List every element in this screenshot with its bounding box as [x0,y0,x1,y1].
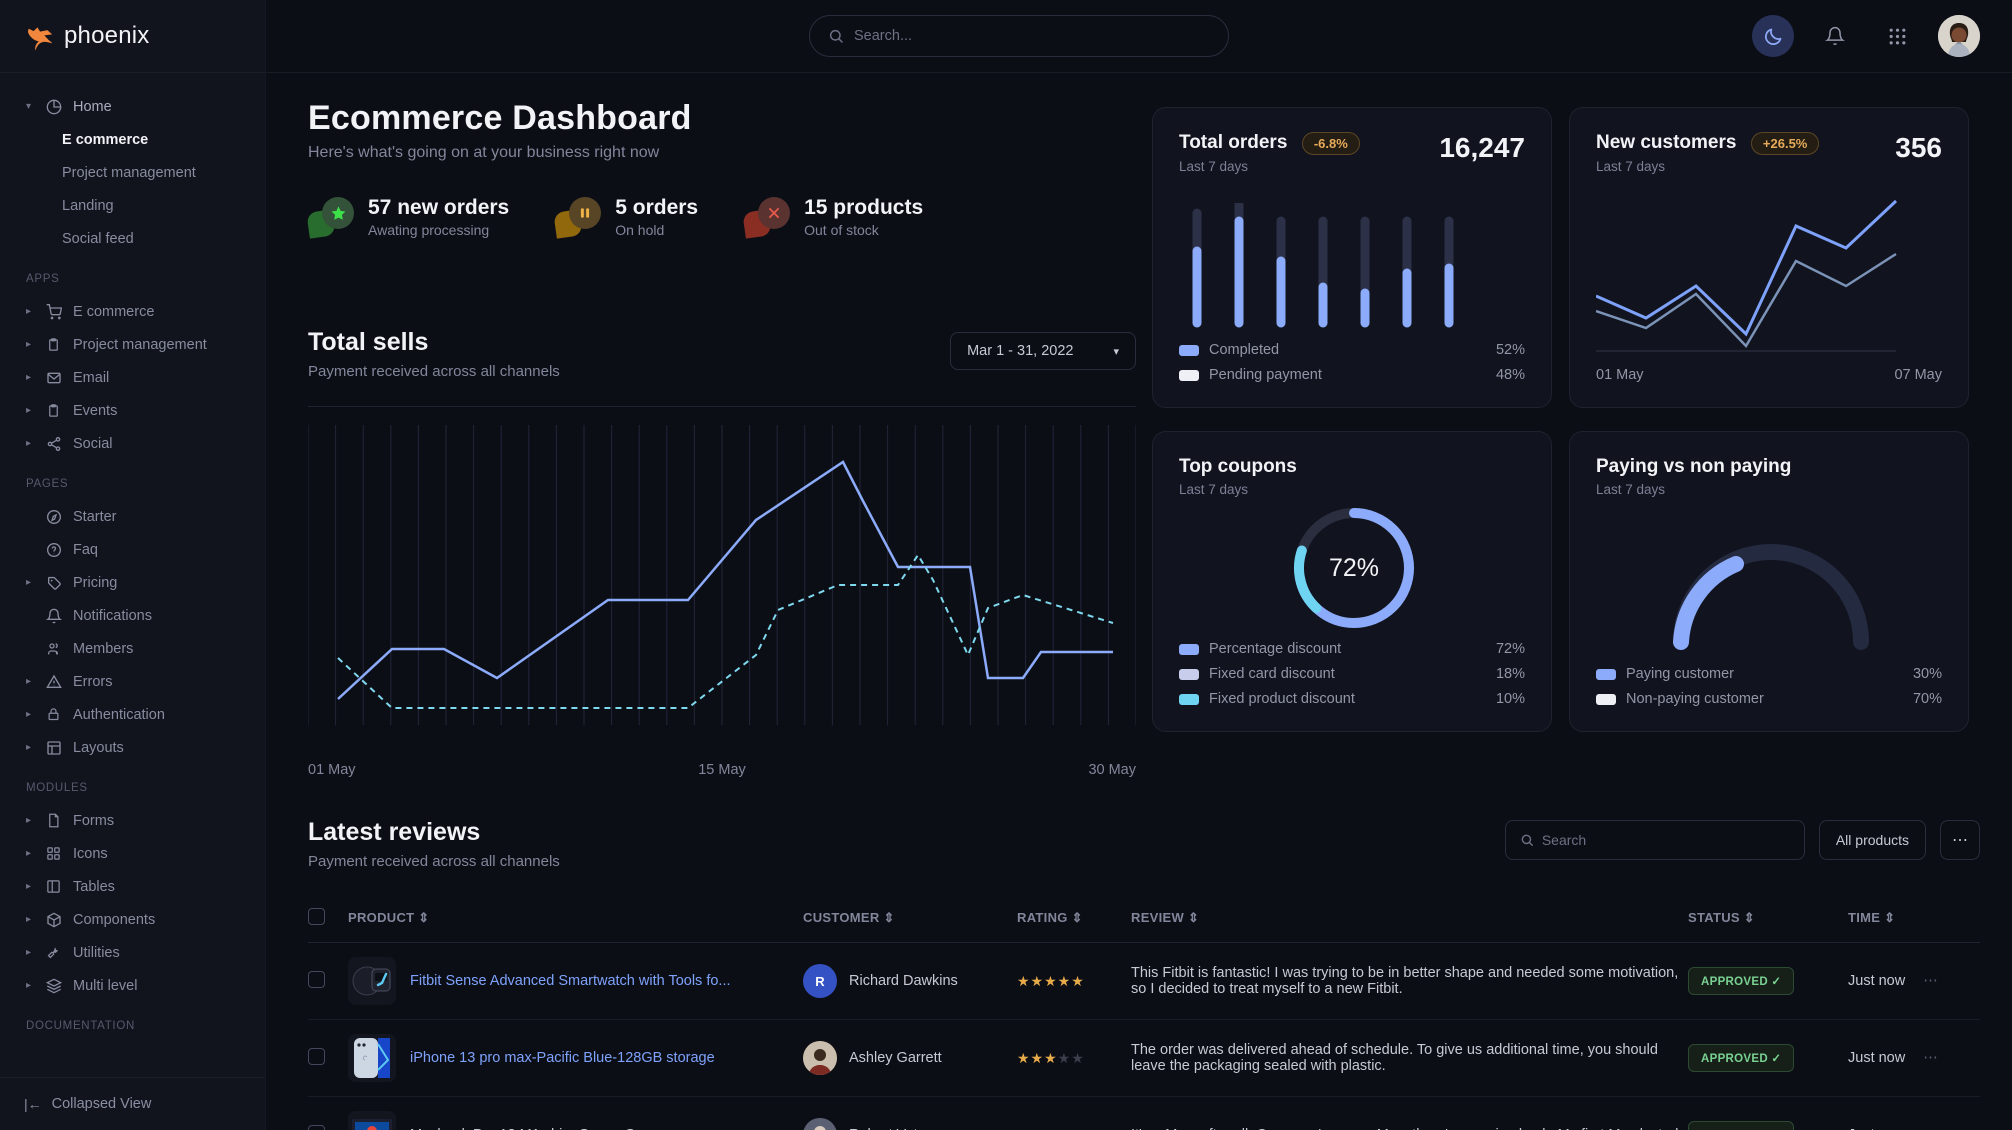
svg-text:72%: 72% [1329,554,1379,582]
